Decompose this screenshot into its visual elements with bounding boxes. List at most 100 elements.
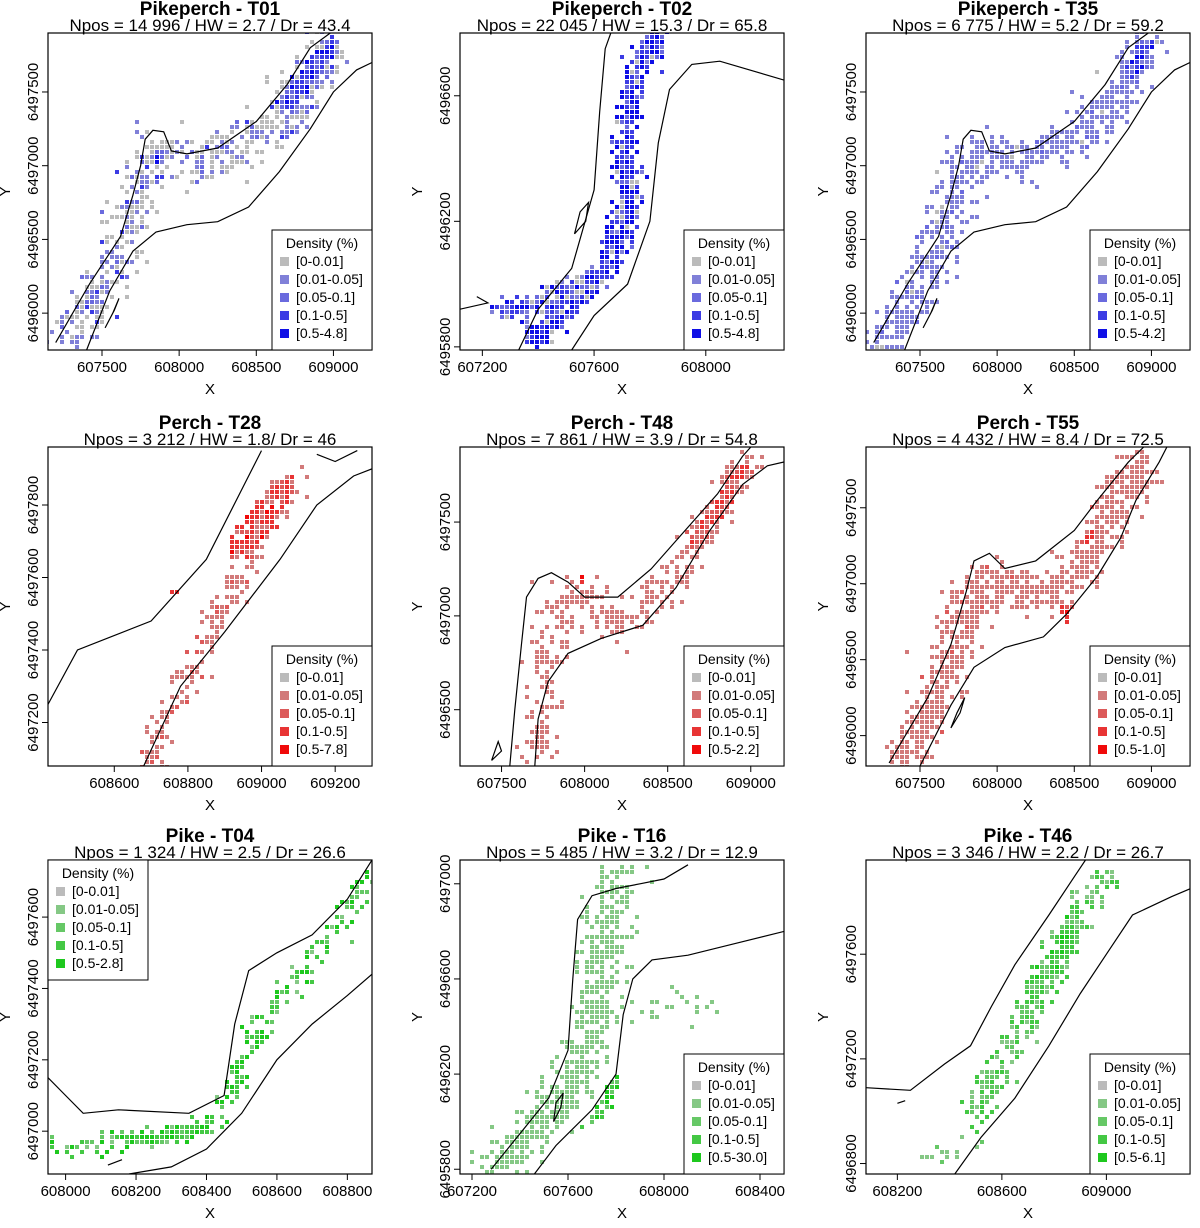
density-cell: [705, 515, 709, 519]
density-cell: [255, 515, 259, 519]
density-cell: [540, 630, 544, 634]
density-cell: [270, 515, 274, 519]
density-cell: [1015, 585, 1019, 589]
density-cell: [285, 485, 289, 489]
density-cell: [325, 945, 329, 949]
density-cell: [560, 595, 564, 599]
density-cell: [1055, 580, 1059, 584]
shoreline: [950, 697, 966, 729]
density-cell: [680, 555, 684, 559]
density-cell: [225, 150, 229, 154]
density-cell: [130, 200, 134, 204]
density-cell: [245, 580, 249, 584]
density-cell: [260, 520, 264, 524]
x-axis-label: X: [617, 381, 627, 398]
density-cell: [730, 520, 734, 524]
density-cell: [305, 495, 309, 499]
density-cell: [920, 740, 924, 744]
density-cell: [615, 180, 619, 184]
density-cell: [995, 145, 999, 149]
density-cell: [1005, 570, 1009, 574]
density-cell: [715, 525, 719, 529]
density-cell: [540, 655, 544, 659]
density-cell: [115, 270, 119, 274]
density-cell: [970, 150, 974, 154]
density-cell: [920, 230, 924, 234]
density-cell: [900, 335, 904, 339]
density-cell: [560, 700, 564, 704]
density-cell: [225, 580, 229, 584]
density-cell: [495, 305, 499, 309]
density-cell: [625, 75, 629, 79]
density-cell: [605, 285, 609, 289]
density-cell: [555, 750, 559, 754]
density-cell: [970, 140, 974, 144]
density-cell: [980, 140, 984, 144]
density-cell: [270, 1030, 274, 1034]
density-cell: [965, 600, 969, 604]
density-cell: [900, 320, 904, 324]
density-cell: [905, 770, 909, 774]
density-cell: [985, 170, 989, 174]
density-cell: [630, 185, 634, 189]
density-cell: [245, 520, 249, 524]
density-cell: [625, 225, 629, 229]
density-cell: [1095, 565, 1099, 569]
density-cell: [590, 280, 594, 284]
density-cell: [570, 580, 574, 584]
density-cell: [945, 280, 949, 284]
density-cell: [630, 135, 634, 139]
density-cell: [1045, 150, 1049, 154]
density-cell: [220, 605, 224, 609]
density-cell: [535, 665, 539, 669]
density-cell: [240, 150, 244, 154]
density-cell: [610, 235, 614, 239]
density-cell: [80, 325, 84, 329]
density-cell: [245, 120, 249, 124]
density-cell: [1040, 160, 1044, 164]
density-cell: [610, 230, 614, 234]
density-cell: [60, 325, 64, 329]
density-cell: [610, 200, 614, 204]
density-cell: [180, 120, 184, 124]
density-cell: [920, 675, 924, 679]
density-cell: [965, 170, 969, 174]
legend-title: Density (%): [286, 651, 358, 667]
density-cell: [940, 255, 944, 259]
density-cell: [565, 300, 569, 304]
density-cell: [1150, 65, 1154, 69]
density-cell: [980, 160, 984, 164]
density-cell: [660, 50, 664, 54]
density-cell: [625, 205, 629, 209]
density-cell: [950, 655, 954, 659]
density-cell: [950, 665, 954, 669]
density-cell: [135, 130, 139, 134]
density-cell: [160, 150, 164, 154]
legend-item: [0.5-7.8]: [296, 741, 347, 757]
density-cell: [1120, 50, 1124, 54]
density-cell: [1075, 585, 1079, 589]
density-cell: [915, 740, 919, 744]
density-cell: [700, 530, 704, 534]
density-cell: [905, 760, 909, 764]
density-cell: [935, 670, 939, 674]
density-cell: [1050, 590, 1054, 594]
density-cell: [255, 510, 259, 514]
density-cell: [515, 745, 519, 749]
density-cell: [535, 345, 539, 349]
density-cell: [925, 225, 929, 229]
legend-swatch: [692, 691, 701, 700]
density-cell: [950, 660, 954, 664]
density-cell: [525, 335, 529, 339]
density-cell: [1070, 590, 1074, 594]
density-cell: [1115, 55, 1119, 59]
density-cell: [630, 100, 634, 104]
density-cell: [150, 180, 154, 184]
density-cell: [290, 110, 294, 114]
density-cell: [580, 595, 584, 599]
density-cell: [970, 625, 974, 629]
density-cell: [545, 740, 549, 744]
density-cell: [250, 565, 254, 569]
density-cell: [1020, 165, 1024, 169]
density-cell: [970, 630, 974, 634]
